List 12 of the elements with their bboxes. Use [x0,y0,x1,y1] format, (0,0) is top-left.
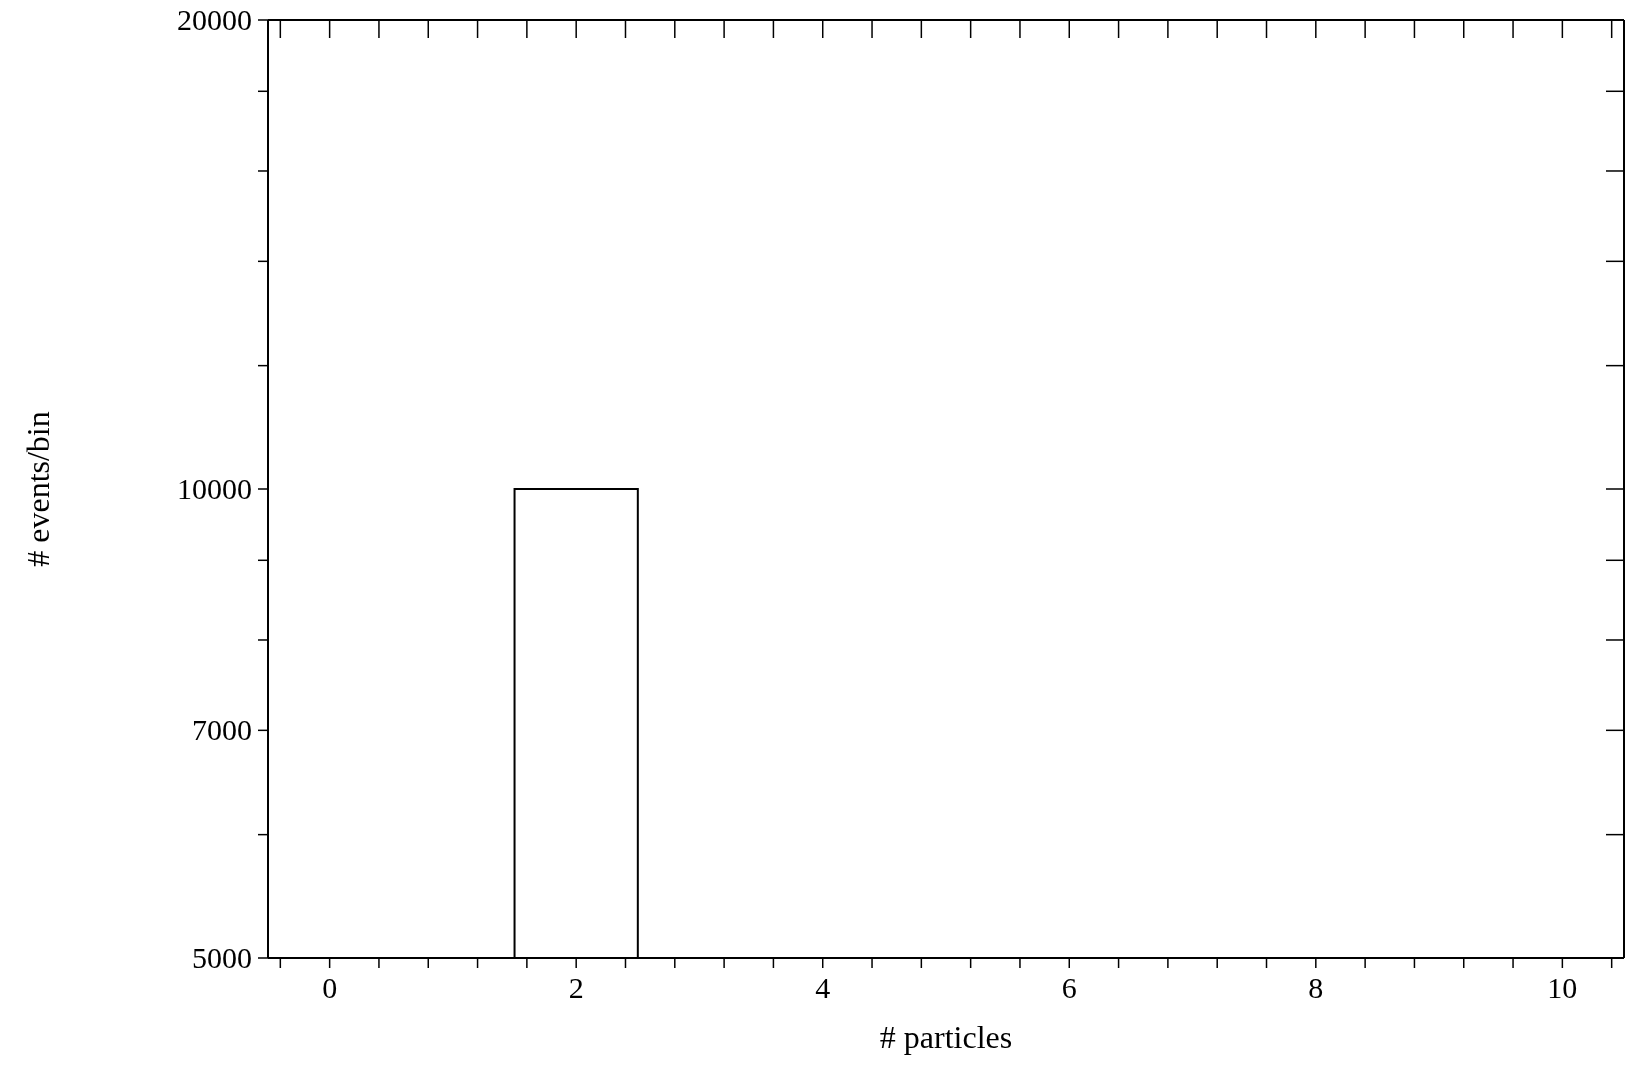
x-tick-label: 6 [1061,971,1077,1004]
x-tick-label: 4 [815,971,831,1004]
y-tick-label: 20000 [177,3,252,36]
x-tick-label: 2 [568,971,584,1004]
y-axis-title: # events/bin [20,411,57,567]
x-tick-label: 8 [1308,971,1324,1004]
y-tick-label: 5000 [192,941,252,974]
x-axis-title: # particles [879,1019,1013,1055]
x-tick-label: 0 [322,971,338,1004]
y-tick-label: 7000 [192,713,252,747]
y-tick-label: 10000 [177,472,252,505]
x-tick-label: 10 [1547,971,1578,1004]
